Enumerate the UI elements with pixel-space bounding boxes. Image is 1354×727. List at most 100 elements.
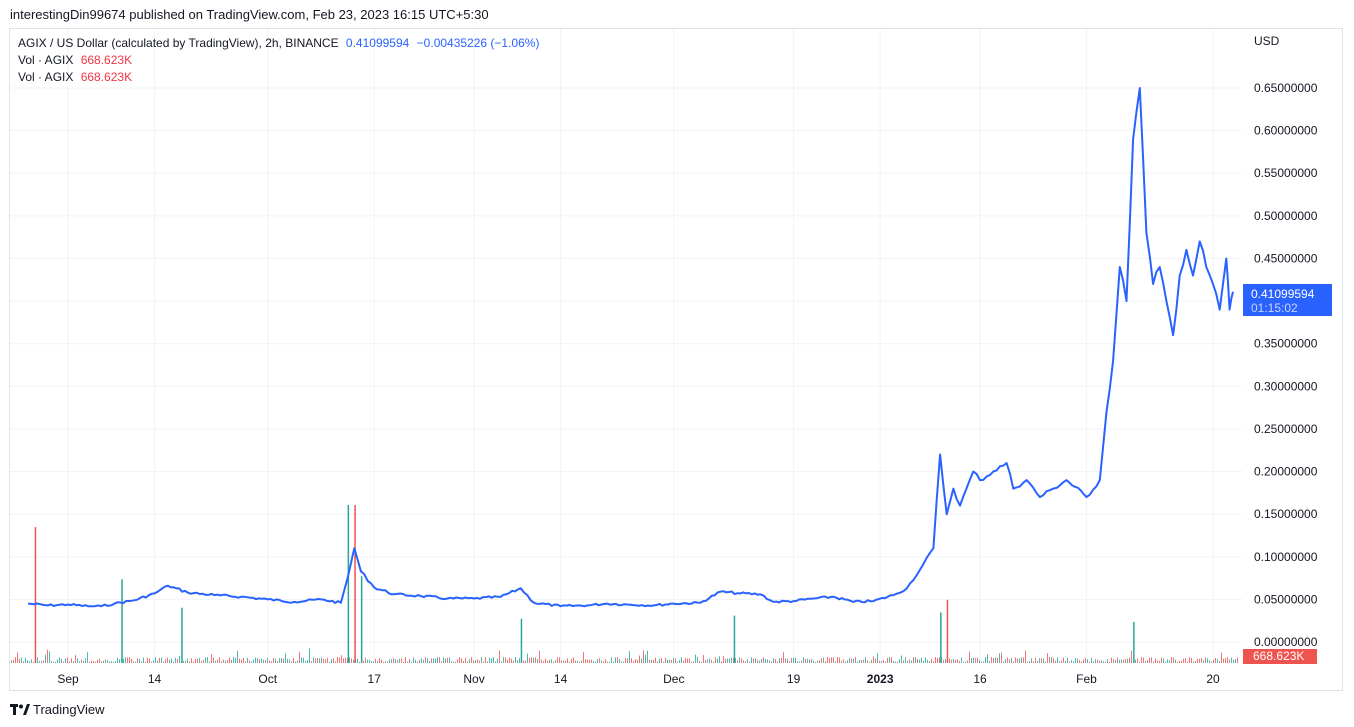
volume-bar [745, 661, 746, 663]
volume-bar [715, 657, 716, 663]
volume-bar [131, 659, 132, 663]
volume-legend-1[interactable]: Vol · AGIX 668.623K [18, 53, 132, 67]
volume-bar [765, 659, 766, 663]
volume-bar [93, 661, 94, 663]
volume-bar [1179, 660, 1180, 663]
volume-bar [127, 657, 128, 663]
x-tick-label: Oct [258, 672, 277, 686]
volume-bar [1153, 661, 1154, 663]
volume-bar [599, 658, 600, 663]
volume-bar [183, 660, 184, 663]
volume-bar [111, 661, 112, 663]
volume-bar [253, 659, 254, 663]
volume-bar [455, 661, 456, 663]
volume-bar [737, 660, 738, 663]
volume-bar [273, 657, 274, 663]
volume-bar [757, 659, 758, 663]
volume-bar [515, 657, 516, 663]
volume-bar [925, 657, 926, 663]
price-tag-value: 0.41099594 [1251, 287, 1315, 301]
volume-bar [475, 660, 476, 663]
volume-bar [821, 658, 822, 663]
volume-bar [1041, 658, 1042, 663]
volume-bar [401, 658, 402, 663]
volume-bar [345, 657, 346, 663]
volume-bar [845, 661, 846, 663]
volume-bar [409, 659, 410, 663]
last-price-tag: 0.41099594 01:15:02 [1243, 284, 1332, 316]
volume-bar [153, 660, 154, 663]
volume-bar [999, 653, 1000, 663]
volume-bar [1171, 657, 1172, 663]
volume-bar [479, 660, 480, 663]
volume-bar [421, 658, 422, 663]
volume-bar [137, 658, 138, 663]
volume-bar [1037, 660, 1038, 663]
volume-bar [697, 657, 698, 663]
volume-bar [883, 660, 884, 663]
volume-bar [95, 661, 96, 663]
volume-bar [917, 658, 918, 663]
price-axis[interactable]: 0.65000000 0.60000000 0.55000000 0.50000000… [1254, 81, 1318, 649]
volume-bar [489, 657, 490, 663]
volume-bar [661, 657, 662, 663]
volume-bar [617, 657, 618, 663]
volume-bar [251, 661, 252, 663]
footer-brand[interactable]: TradingView [10, 702, 105, 717]
volume-bar [1063, 657, 1064, 663]
volume-bar [759, 660, 760, 663]
volume-bar [1085, 657, 1086, 663]
volume-bar [687, 658, 688, 663]
volume-bar [955, 659, 956, 663]
volume-bar [1113, 659, 1114, 663]
volume-bar [769, 660, 770, 663]
volume-bar [511, 658, 512, 663]
volume-bar [893, 661, 894, 663]
time-axis[interactable]: Sep 14 Oct 17 Nov 14 Dec 19 2023 16 Feb 20 [57, 672, 1220, 686]
volume-bar [807, 658, 808, 663]
volume-bar [311, 661, 312, 663]
x-tick-label: 2023 [867, 672, 894, 686]
volume-bar [1169, 660, 1170, 663]
volume-bar [179, 655, 180, 663]
volume-bar [823, 657, 824, 663]
volume-value: 668.623K [80, 70, 133, 84]
volume-bar [107, 660, 108, 663]
volume-bar [779, 658, 780, 663]
volume-bar [17, 652, 18, 663]
volume-bar [1213, 659, 1214, 663]
volume-bar [577, 660, 578, 663]
volume-legend-2[interactable]: Vol · AGIX 668.623K [18, 70, 132, 84]
volume-bar [1225, 658, 1226, 663]
volume-bar [1211, 661, 1212, 663]
volume-bar [145, 661, 146, 663]
volume-bar [271, 661, 272, 663]
volume-bar [573, 657, 574, 663]
volume-bars [11, 505, 1238, 663]
volume-bar [785, 658, 786, 663]
volume-bar [513, 660, 514, 663]
volume-bar [197, 658, 198, 663]
volume-bar [559, 657, 560, 663]
volume-bar [269, 660, 270, 663]
volume-bar [679, 660, 680, 663]
volume-bar [897, 661, 898, 663]
volume-bar [219, 657, 220, 663]
symbol-legend[interactable]: AGIX / US Dollar (calculated by TradingV… [18, 36, 539, 50]
chart-pane[interactable] [9, 28, 1343, 691]
volume-bar [945, 658, 946, 663]
volume-bar [223, 659, 224, 663]
volume-bar [1077, 658, 1078, 663]
volume-bar [237, 650, 238, 663]
volume-bar [117, 657, 118, 663]
volume-bar [931, 658, 932, 663]
volume-bar [585, 659, 586, 663]
volume-value: 668.623K [80, 53, 133, 67]
volume-bar [481, 657, 482, 663]
volume-bar [1165, 661, 1166, 663]
volume-bar [597, 659, 598, 663]
volume-bar [899, 659, 900, 663]
volume-bar [1205, 657, 1206, 663]
volume-bar [561, 660, 562, 663]
